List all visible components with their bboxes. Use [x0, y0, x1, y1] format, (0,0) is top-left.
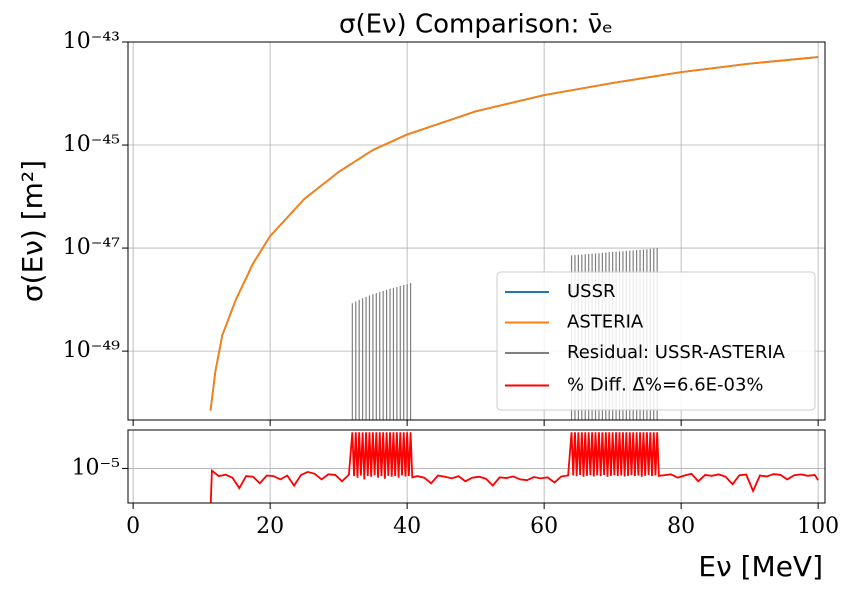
y-tick-label: 10⁻⁴³	[63, 29, 120, 54]
x-tick-label: 0	[126, 514, 140, 539]
y-tick-label: 10⁻⁴⁵	[63, 132, 120, 157]
x-tick-label: 40	[393, 514, 421, 539]
y-tick-label: 10⁻⁵	[72, 455, 120, 480]
x-tick-label: 60	[530, 514, 558, 539]
legend-label: % Diff. Δ̄%=6.6E-03%	[567, 375, 764, 396]
legend-box	[496, 271, 816, 411]
series-line	[209, 56, 819, 411]
chart-title: σ(Eν) Comparison: ν̄ₑ	[339, 10, 613, 40]
x-axis-label: Eν [MeV]	[698, 550, 823, 583]
legend-label: ASTERIA	[567, 312, 644, 333]
x-tick-label: 20	[256, 514, 284, 539]
legend-label: USSR	[567, 281, 616, 302]
x-tick-label: 100	[797, 514, 839, 539]
axes-frame	[127, 429, 826, 504]
plot-area	[209, 432, 819, 503]
x-tick-label: 80	[667, 514, 695, 539]
y-axis-label: σ(Eν) [m²]	[16, 160, 49, 302]
legend-label: Residual: USSR-ASTERIA	[567, 342, 786, 363]
y-tick-label: 10⁻⁴⁹	[63, 338, 120, 363]
y-tick-label: 10⁻⁴⁷	[63, 235, 120, 260]
series-line	[209, 432, 819, 503]
axes-frame	[127, 41, 826, 421]
